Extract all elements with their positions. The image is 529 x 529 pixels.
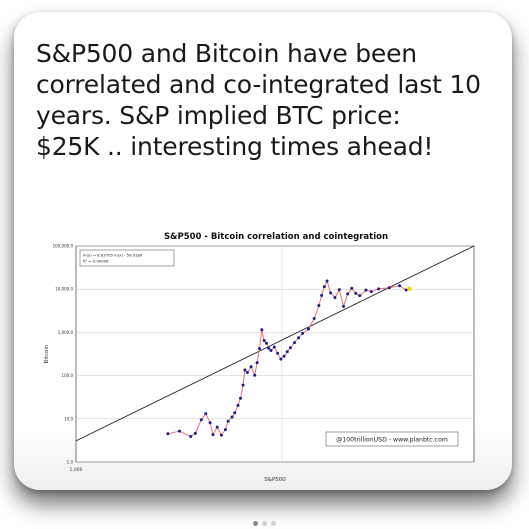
data-point	[297, 336, 301, 340]
data-point	[279, 357, 283, 361]
data-point	[255, 361, 259, 365]
data-point	[236, 403, 240, 407]
data-point	[219, 433, 223, 437]
plot-area	[75, 245, 475, 463]
latest-data-point	[407, 286, 412, 292]
data-point	[320, 293, 324, 297]
data-point	[350, 286, 354, 290]
data-point	[249, 365, 253, 369]
chart-image: S&P500 - Bitcoin correlation and cointeg…	[34, 222, 494, 487]
data-point	[245, 370, 249, 374]
chart-title: S&P500 - Bitcoin correlation and cointeg…	[164, 232, 388, 242]
data-point	[226, 419, 230, 423]
data-point	[342, 304, 346, 308]
data-point	[354, 291, 358, 295]
data-point	[337, 288, 341, 292]
data-point	[253, 373, 257, 377]
y-tick-label: 10.0	[64, 416, 73, 421]
data-point	[272, 345, 276, 349]
data-point	[166, 432, 170, 436]
y-tick-label: 100,000.0	[53, 244, 74, 249]
data-point	[398, 284, 402, 288]
data-point	[262, 338, 266, 342]
data-point	[285, 350, 289, 354]
data-point	[233, 411, 237, 415]
data-point	[230, 415, 234, 419]
data-point	[193, 431, 197, 435]
data-point	[215, 425, 219, 429]
data-point	[276, 351, 280, 355]
chart-svg: S&P500 - Bitcoin correlation and cointeg…	[44, 232, 475, 483]
carousel-dots[interactable]	[0, 521, 529, 529]
y-tick-label: 100.0	[62, 373, 74, 378]
data-point	[404, 288, 408, 292]
legend-r-squared: R² = 0.90006	[83, 259, 109, 264]
y-tick-label: 1.0	[67, 460, 74, 465]
data-point	[208, 421, 212, 425]
data-point	[243, 368, 247, 372]
post-card: S&P500 and Bitcoin have been correlated …	[14, 12, 512, 490]
data-point	[377, 287, 381, 291]
data-point	[346, 292, 350, 296]
data-point	[333, 296, 337, 300]
attribution-box: @100trillionUSD - www.planbtc.com	[325, 431, 459, 447]
y-axis-ticks: 100,000.0 10,000.0 1,000.0 100.0 10.0 1.0	[53, 244, 74, 465]
y-tick-label: 1,000.0	[58, 330, 74, 335]
data-point	[260, 328, 264, 332]
x-tick-label: 1,000	[70, 467, 83, 473]
data-point	[264, 341, 268, 345]
data-point	[306, 327, 310, 331]
data-point	[282, 354, 286, 358]
data-point	[364, 288, 368, 292]
data-point	[189, 434, 193, 438]
data-point	[239, 396, 243, 400]
post-line: S&P500 and Bitcoin have been	[36, 39, 417, 68]
data-point	[204, 412, 208, 416]
data-point	[269, 349, 273, 353]
data-point	[329, 291, 333, 295]
data-point	[301, 331, 305, 335]
post-line: correlated and co-integrated last 10	[36, 70, 481, 99]
legend-box: ln(y) = 8.83705 ln(x) - 59.9189 R² = 0.9…	[79, 249, 175, 267]
legend-equation: ln(y) = 8.83705 ln(x) - 59.9189	[83, 253, 143, 258]
data-point	[312, 316, 316, 320]
data-point	[387, 286, 391, 290]
data-point	[317, 303, 321, 307]
attribution-text: @100trillionUSD - www.planbtc.com	[336, 436, 448, 444]
carousel-dot[interactable]	[262, 521, 267, 526]
data-point	[257, 347, 261, 351]
carousel-dot[interactable]	[271, 521, 276, 526]
post-line: years. S&P implied BTC price:	[36, 101, 401, 130]
data-point	[293, 341, 297, 345]
data-point	[369, 290, 373, 294]
data-point	[288, 346, 292, 350]
data-point	[178, 429, 182, 433]
series-points	[166, 279, 412, 438]
data-point	[199, 418, 203, 422]
data-point	[241, 383, 245, 387]
grid	[76, 245, 474, 463]
data-point	[322, 285, 326, 289]
data-point	[267, 346, 271, 350]
data-point	[358, 294, 362, 298]
y-axis-label: Bitcoin	[44, 344, 50, 363]
data-point	[325, 279, 329, 283]
post-text: S&P500 and Bitcoin have been correlated …	[36, 38, 506, 162]
carousel-dot[interactable]	[253, 521, 258, 526]
x-axis-label: S&P500	[264, 477, 286, 483]
data-point	[223, 428, 227, 432]
data-point	[211, 433, 215, 437]
regression-line	[75, 245, 475, 442]
post-line: $25K .. interesting times ahead!	[36, 132, 434, 161]
y-tick-label: 10,000.0	[55, 287, 73, 292]
